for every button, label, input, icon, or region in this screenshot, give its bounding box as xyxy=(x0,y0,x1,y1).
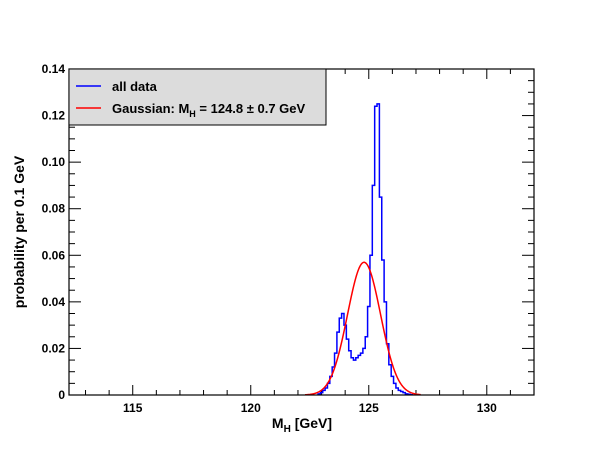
series-all-data-histogram xyxy=(317,103,414,396)
y-tick-label: 0.04 xyxy=(42,295,66,309)
x-axis-label: MH [GeV] xyxy=(272,415,332,435)
x-tick-label: 120 xyxy=(241,401,261,415)
y-tick-label: 0.10 xyxy=(42,155,66,169)
y-tick-label: 0.12 xyxy=(42,109,66,123)
series-gaussian-fit-curve xyxy=(305,261,421,396)
y-tick-label: 0.02 xyxy=(42,341,66,355)
legend-label-all-data: all data xyxy=(112,79,158,94)
tick-labels: 115 120 125 130 0 0.02 0.04 0.06 0.08 0.10 0.12 0.1… xyxy=(42,62,497,415)
legend-label-gaussian: Gaussian: MH = 124.8 ± 0.7 GeV xyxy=(112,101,306,119)
legend-box xyxy=(68,68,327,126)
x-tick-label: 115 xyxy=(123,401,143,415)
y-axis-label: probability per 0.1 GeV xyxy=(11,155,27,308)
y-tick-label: 0.08 xyxy=(42,202,66,216)
y-tick-label: 0 xyxy=(58,388,65,402)
x-tick-label: 130 xyxy=(477,401,497,415)
legend: all data Gaussian: MH = 124.8 ± 0.7 GeV xyxy=(68,68,327,126)
series-layer xyxy=(305,103,421,396)
y-tick-label: 0.14 xyxy=(42,62,66,76)
x-tick-label: 125 xyxy=(359,401,379,415)
y-tick-label: 0.06 xyxy=(42,248,66,262)
